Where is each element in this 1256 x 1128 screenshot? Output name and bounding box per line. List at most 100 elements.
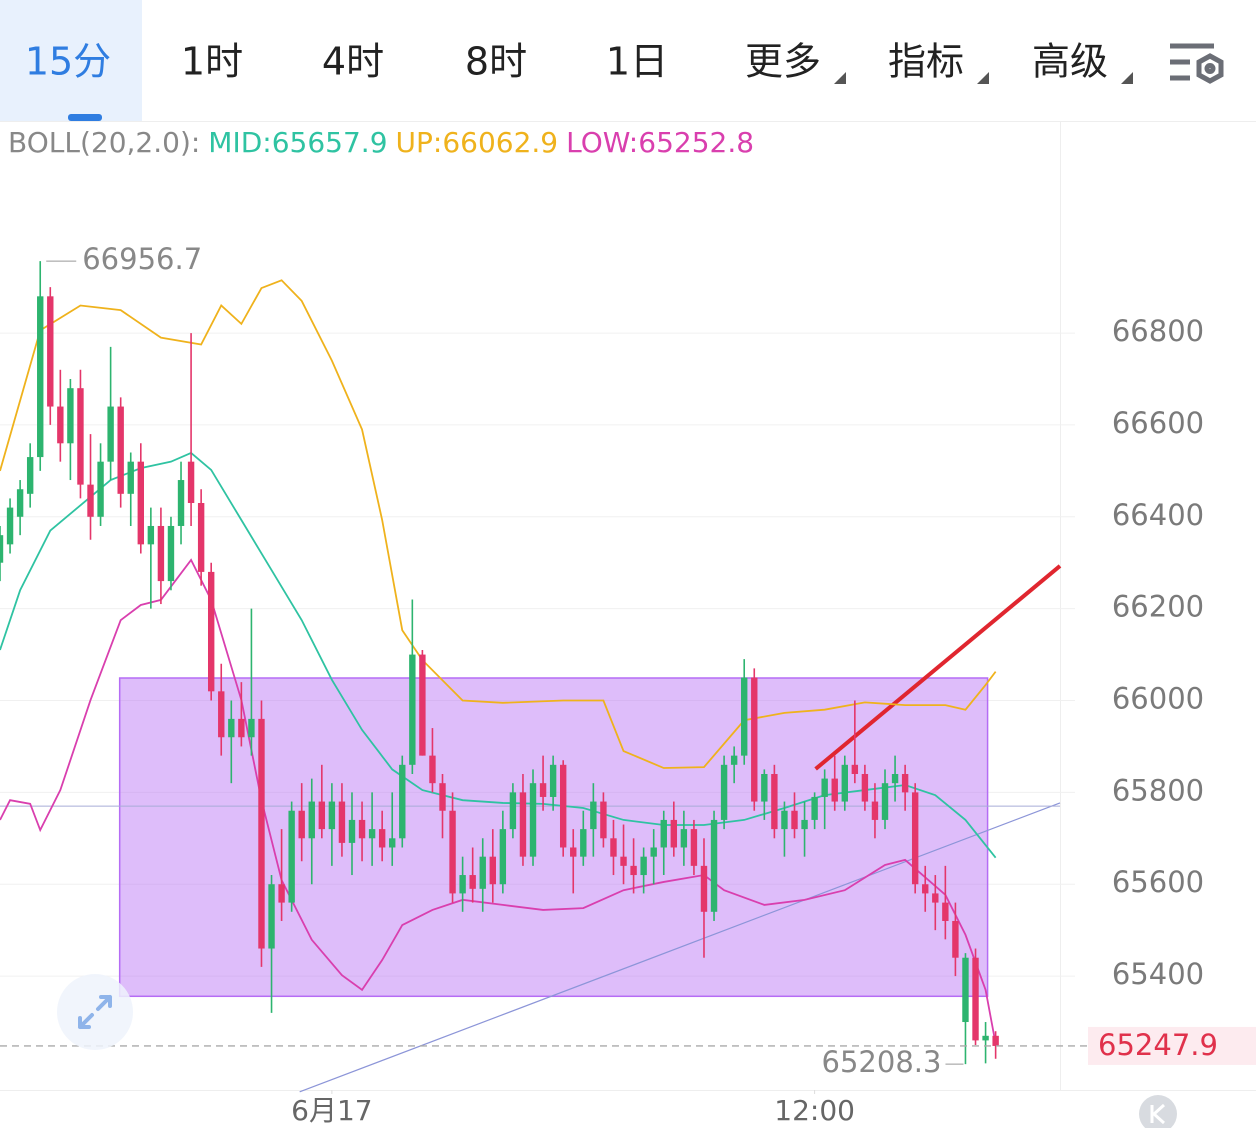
y-tick-label: 66600 bbox=[1112, 406, 1204, 440]
candle-body bbox=[288, 810, 295, 903]
candle-body bbox=[559, 764, 567, 848]
active-tab-indicator bbox=[68, 114, 102, 121]
candle-body bbox=[97, 461, 104, 517]
y-tick-label: 65800 bbox=[1112, 773, 1204, 807]
icon-hex bbox=[1196, 53, 1224, 84]
candle-body bbox=[37, 296, 44, 458]
expand-icon[interactable] bbox=[57, 974, 133, 1050]
tab[interactable]: 指标 bbox=[888, 40, 964, 84]
candle-body bbox=[821, 778, 828, 797]
candle-body bbox=[509, 792, 517, 830]
legend-name: LOW: bbox=[566, 126, 638, 159]
candle-body bbox=[972, 957, 979, 1041]
band-line bbox=[0, 558, 997, 1044]
candle-body bbox=[47, 296, 54, 407]
candle-body bbox=[730, 755, 738, 765]
dropdown-caret bbox=[834, 72, 846, 84]
indicator-header: BOLL(20,2.0): MID:65657.9 UP:66062.9 LOW:65… bbox=[8, 126, 754, 159]
candle-body bbox=[942, 902, 949, 921]
candle-body bbox=[378, 829, 386, 848]
indicator-name: BOLL(20,2.0): bbox=[8, 126, 200, 159]
y-tick-label: 66000 bbox=[1112, 682, 1204, 716]
candle-body bbox=[590, 801, 597, 830]
candle-body bbox=[6, 507, 14, 545]
candle-body bbox=[911, 792, 919, 885]
candle-body bbox=[77, 388, 84, 485]
candle-body bbox=[710, 819, 718, 912]
candle-body bbox=[117, 406, 124, 494]
candle-body bbox=[348, 819, 356, 843]
candle-body bbox=[539, 783, 547, 797]
candle-body bbox=[248, 718, 255, 738]
icon-k bbox=[1150, 1103, 1166, 1125]
candle-body bbox=[499, 829, 507, 885]
candle-body bbox=[992, 1035, 999, 1046]
tab[interactable]: 4时 bbox=[322, 40, 384, 84]
tab[interactable]: 15分 bbox=[25, 40, 111, 84]
candle-body bbox=[127, 461, 134, 494]
candle-body bbox=[570, 847, 577, 857]
candle-body bbox=[429, 755, 436, 784]
candle-body bbox=[328, 801, 336, 830]
active-tab-bg bbox=[0, 0, 142, 121]
tab[interactable]: 8时 bbox=[465, 40, 527, 84]
candle-body bbox=[660, 819, 667, 848]
candle-body bbox=[610, 838, 617, 857]
candle-body bbox=[841, 764, 848, 802]
candle-body bbox=[811, 796, 818, 820]
candle-body bbox=[298, 810, 305, 839]
candle-body bbox=[207, 571, 215, 692]
tab[interactable]: 1日 bbox=[606, 40, 668, 84]
y-tick-label: 66400 bbox=[1112, 498, 1204, 532]
candle-body bbox=[439, 783, 446, 811]
candle-body bbox=[137, 461, 144, 545]
candle-body bbox=[167, 525, 175, 582]
legend-value: 65657.9 bbox=[272, 126, 388, 159]
candle-body bbox=[891, 773, 899, 784]
candle-body bbox=[700, 865, 708, 912]
y-tick-label: 66200 bbox=[1112, 590, 1204, 624]
legend-name: UP: bbox=[396, 126, 443, 159]
k-button[interactable] bbox=[1139, 1095, 1177, 1128]
candle-body bbox=[751, 677, 758, 802]
candle-body bbox=[177, 480, 185, 526]
dropdown-caret bbox=[1121, 72, 1133, 84]
tab[interactable]: 高级 bbox=[1032, 40, 1108, 84]
tab[interactable]: 更多 bbox=[745, 40, 821, 84]
candle-body bbox=[549, 764, 557, 797]
candle-body bbox=[962, 957, 969, 1023]
candle-body bbox=[861, 773, 869, 802]
min-label: 65208.3 bbox=[822, 1045, 942, 1079]
dropdown-caret bbox=[977, 72, 989, 84]
last-price-label: 65247.9 bbox=[1098, 1028, 1218, 1062]
last-price-badge bbox=[1088, 1026, 1256, 1065]
candle-body bbox=[87, 484, 94, 517]
candle-body bbox=[881, 783, 889, 820]
legend-name: MID: bbox=[208, 126, 271, 159]
candle-body bbox=[399, 764, 406, 839]
y-tick-label: 65600 bbox=[1112, 865, 1204, 899]
candle-body bbox=[358, 819, 366, 839]
candle-body bbox=[318, 801, 326, 830]
candle-body bbox=[57, 406, 64, 444]
candle-body bbox=[228, 718, 235, 738]
y-tick-label: 66800 bbox=[1112, 314, 1204, 348]
candle-body bbox=[419, 654, 426, 756]
candle-body bbox=[901, 773, 909, 793]
candle-body bbox=[147, 525, 155, 545]
candle-body bbox=[238, 718, 245, 738]
trend-line bbox=[814, 564, 1062, 771]
plot-area bbox=[0, 260, 1256, 1094]
candle-body bbox=[0, 535, 4, 563]
settings-icon[interactable] bbox=[1170, 43, 1224, 84]
candle-body bbox=[932, 893, 939, 903]
candle-body bbox=[650, 847, 657, 857]
tab[interactable]: 1时 bbox=[181, 40, 243, 84]
candle-body bbox=[197, 503, 205, 572]
candle-body bbox=[469, 875, 476, 889]
candle-body bbox=[368, 829, 376, 839]
icon-bg bbox=[57, 974, 133, 1050]
